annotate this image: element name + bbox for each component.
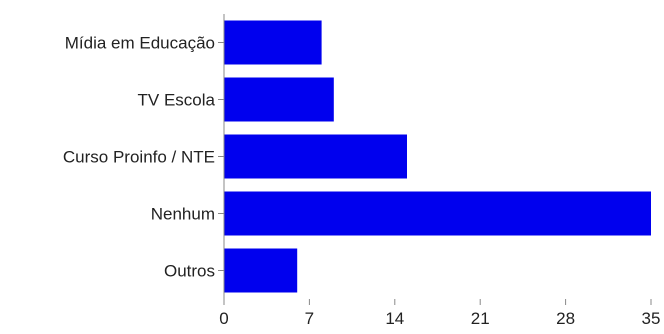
x-tick-label: 14 xyxy=(385,309,404,328)
x-tick-label: 0 xyxy=(219,309,228,328)
category-label: Curso Proinfo / NTE xyxy=(63,148,215,167)
x-axis: 0 7 14 21 28 35 xyxy=(219,299,660,328)
category-labels: Mídia em Educação TV Escola Curso Proinfo … xyxy=(63,34,224,281)
x-tick-label: 21 xyxy=(471,309,490,328)
category-label: TV Escola xyxy=(138,91,216,110)
category-label: Nenhum xyxy=(151,205,215,224)
x-tick-label: 35 xyxy=(642,309,661,328)
x-tick-label: 7 xyxy=(305,309,314,328)
bar-3 xyxy=(224,191,651,236)
bar-2 xyxy=(224,134,407,179)
bars-group xyxy=(224,20,651,293)
bar-4 xyxy=(224,248,298,293)
category-label: Outros xyxy=(164,262,215,281)
bar-0 xyxy=(224,20,322,65)
category-label: Mídia em Educação xyxy=(65,34,215,53)
x-tick-label: 28 xyxy=(556,309,575,328)
bar-1 xyxy=(224,77,334,122)
